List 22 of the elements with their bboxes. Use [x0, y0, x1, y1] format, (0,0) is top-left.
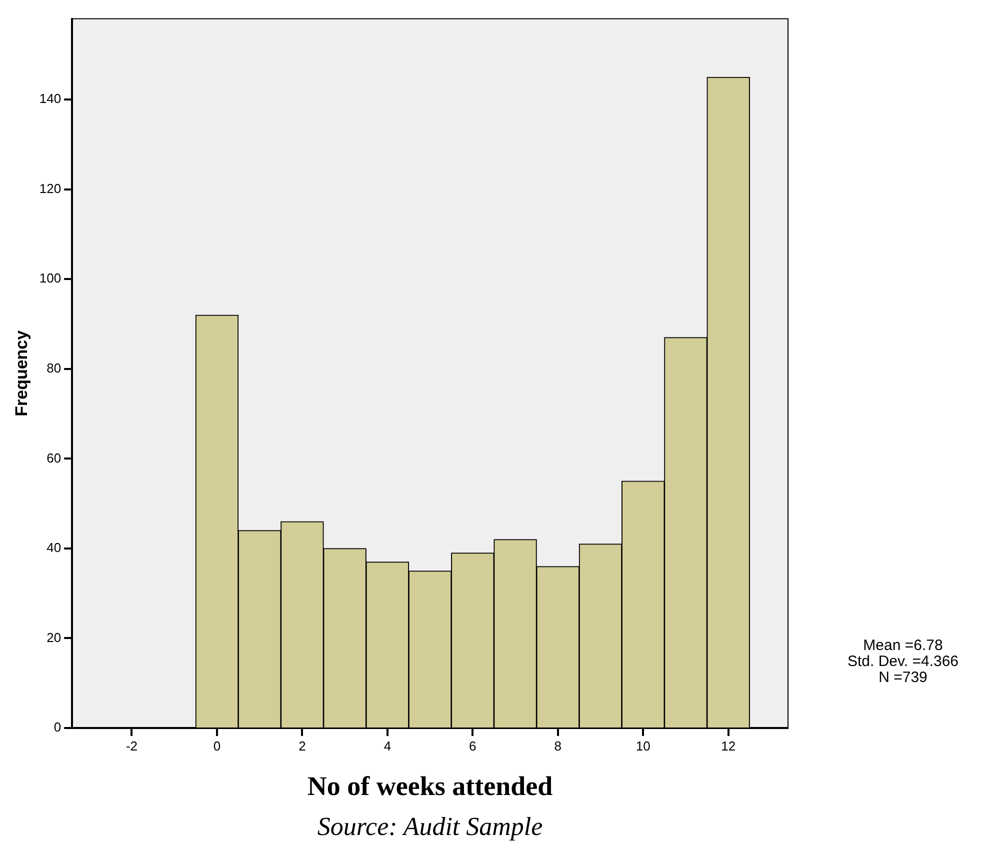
x-tick-label: 12 [721, 738, 736, 754]
text: Std. Dev. =4.366 [847, 653, 959, 670]
y-tick-label: 60 [46, 450, 62, 466]
y-tick-label: 80 [46, 360, 62, 376]
text: Mean =6.78 [863, 637, 943, 654]
y-tick-label: 120 [39, 180, 62, 196]
y-axis-title: Frequency [12, 330, 31, 416]
x-tick-label: 2 [298, 738, 306, 754]
text: N =739 [878, 669, 928, 686]
x-tick-label: 10 [636, 738, 650, 754]
x-tick-label: 8 [554, 738, 562, 754]
source-note: Source: Audit Sample [317, 812, 543, 841]
x-tick-label: 0 [213, 738, 221, 754]
x-tick-label: 4 [384, 738, 392, 754]
x-tick-label: -2 [126, 738, 138, 754]
x-axis-title: No of weeks attended [307, 770, 553, 801]
y-tick-label: 0 [54, 720, 62, 735]
y-tick-label: 140 [39, 91, 62, 106]
y-tick-label: 20 [46, 630, 62, 645]
y-tick-label: 100 [39, 270, 62, 286]
y-tick-label: 40 [46, 540, 62, 556]
x-tick-label: 6 [469, 738, 476, 754]
